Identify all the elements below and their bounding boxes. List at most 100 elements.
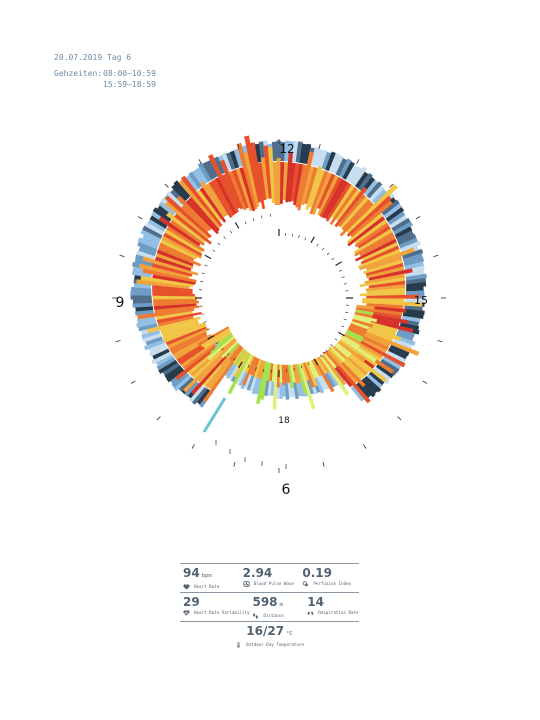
hrv-bar (137, 237, 159, 250)
hrv-bar (327, 371, 339, 387)
heart-rate-bar (271, 363, 276, 382)
heart-rate-bar (309, 169, 326, 208)
hrv-bar (406, 282, 427, 288)
hrv-bar (156, 357, 176, 371)
tick-mark (341, 325, 345, 328)
hrv-bar (149, 345, 168, 357)
hrv-bar (401, 315, 421, 323)
hrv-bar (140, 229, 162, 243)
hrv-bar (396, 230, 414, 242)
heart-rate-bar (154, 256, 192, 271)
heart-rate-bar (253, 359, 262, 378)
tick-mark (207, 328, 210, 331)
tick-mark (212, 249, 216, 252)
hrv-bar (135, 306, 154, 312)
heart-rate-bar (151, 263, 193, 277)
hrv-bar (400, 240, 421, 253)
heart-rate-bar (309, 360, 320, 378)
heart-rate-bar (313, 358, 335, 393)
hrv-bar (280, 142, 286, 162)
heart-rate-bar (156, 249, 194, 267)
heart-rate-bar (174, 213, 212, 245)
heart-rate-bar (178, 341, 212, 365)
heart-rate-bar (205, 357, 231, 389)
hrv-bar (267, 380, 272, 397)
heart-rate-bar (242, 356, 257, 386)
heart-rate-bar (304, 167, 318, 205)
heart-rate-bar (315, 357, 328, 375)
tick-mark (319, 354, 323, 358)
walking-hours-label: Gehzeiten: (54, 69, 103, 78)
divider (180, 621, 359, 622)
heart-rate-bar (227, 353, 251, 395)
hrv-bar (389, 344, 410, 357)
heart-rate-bar (354, 222, 390, 248)
tick-mark (207, 335, 215, 340)
heart-rate-bar (220, 337, 236, 352)
hrv-bar (151, 351, 172, 365)
hrv-bar (249, 376, 257, 392)
heart-rate-bar (151, 284, 193, 292)
tick-mark (233, 461, 236, 467)
hrv-bar (276, 140, 281, 162)
hour-label-12: 12 (279, 142, 294, 156)
heart-rate-bar (160, 319, 199, 334)
heart-rate-bar (352, 316, 371, 324)
heart-rate-bar (276, 158, 281, 206)
heart-rate-bar (155, 310, 193, 321)
heart-rate-bar (355, 309, 374, 316)
heart-rate-bar (164, 229, 203, 254)
divider (180, 563, 359, 564)
heart-rate-bar (346, 329, 364, 340)
heart-rate-bar (202, 359, 235, 403)
hrv-bar (368, 371, 385, 386)
heart-rate-bar (228, 345, 242, 361)
hrv-bar (405, 290, 425, 296)
heart-rate-bar (332, 345, 348, 360)
heart-rate-bar (207, 154, 239, 214)
heart-rate-bar (221, 340, 238, 359)
hrv-icon (183, 609, 190, 616)
heart-rate-bar (230, 346, 244, 363)
heart-rate-bar (152, 274, 196, 285)
heart-rate-bar (346, 195, 392, 237)
tick-mark (244, 221, 247, 225)
hrv-bar (192, 169, 206, 187)
heart-rate-bar (348, 325, 367, 335)
heart-rate-bar (234, 349, 247, 366)
hrv-bar (363, 375, 382, 393)
hrv-bar (138, 246, 157, 257)
heart-rate-bar (163, 232, 203, 257)
hrv-bar (391, 217, 411, 232)
tick-mark (204, 254, 212, 260)
hour-label-18: 18 (278, 416, 290, 426)
heart-rate-bar (185, 199, 219, 235)
hrv-bar (405, 269, 425, 278)
stat-outdoor-temperature: 16/27 °C Outdoor Day Temperature (180, 622, 359, 650)
perfusion-icon (303, 580, 309, 586)
hrv-bar (131, 270, 152, 278)
heart-rate-bar (232, 169, 249, 209)
heart-rate-bar (366, 294, 420, 299)
tick-mark (233, 357, 236, 361)
tick-mark (238, 361, 243, 369)
heart-rate-bar (279, 364, 283, 383)
hrv-bar (195, 167, 209, 185)
heart-rate-bar (152, 298, 197, 303)
hrv-bar (310, 147, 320, 167)
date-line: 20.07.2019 Tag 6 (54, 53, 132, 62)
hrv-bar (279, 382, 283, 399)
tick-mark (217, 242, 221, 246)
heart-rate-bar (161, 235, 203, 259)
tick-mark (156, 416, 161, 421)
tick-mark (223, 236, 226, 239)
heart-rate-bar (147, 316, 201, 334)
heart-rate-bar (172, 333, 212, 357)
hrv-bar (132, 299, 152, 304)
heart-rate-bar (243, 152, 260, 208)
heart-rate-bar (155, 252, 194, 269)
tick-mark (307, 362, 310, 366)
heart-rate-bar (334, 344, 350, 359)
heart-rate-bar (152, 295, 197, 300)
heart-rate-bar (137, 308, 195, 320)
